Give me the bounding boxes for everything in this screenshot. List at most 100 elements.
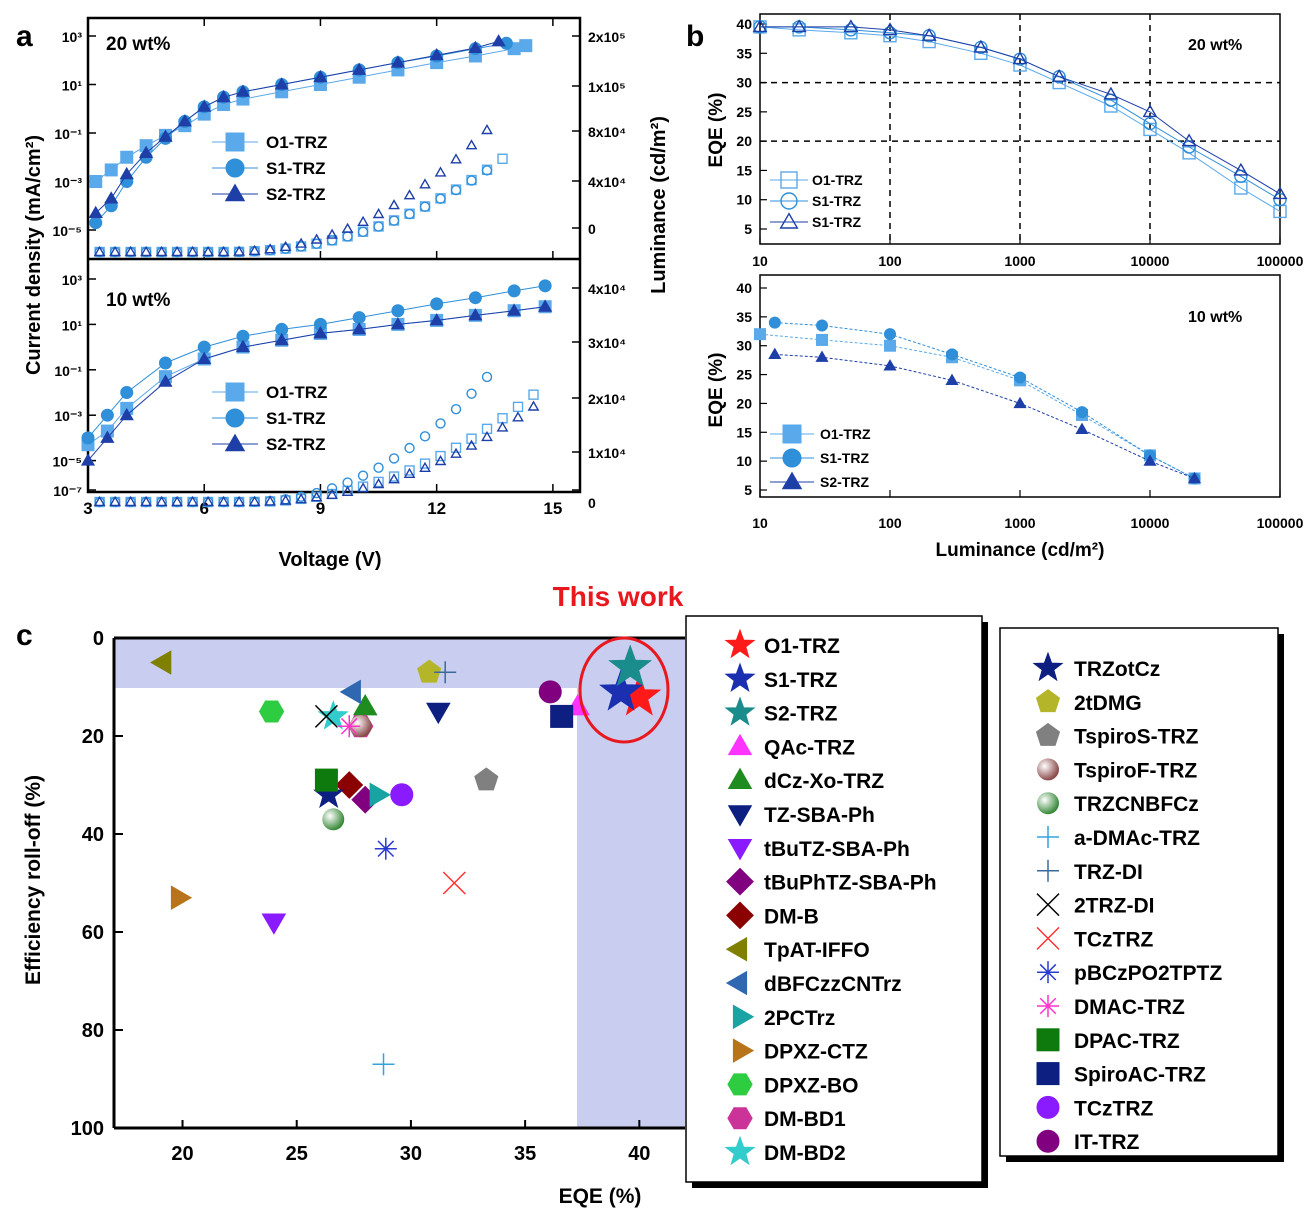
- b-bottom-x-tick-label: 1000: [1004, 515, 1035, 531]
- a-bottom-current-point: [313, 326, 328, 339]
- b-bottom-legend-marker-shape: [782, 424, 802, 444]
- b-bottom-y-tick-label: 20: [736, 395, 752, 411]
- c-point-tpat-iffo-shape: [149, 650, 172, 675]
- a-top-luminance-point-shape: [202, 245, 215, 257]
- a-top-current-point: [88, 205, 103, 218]
- c-legend-left-label: tBuTZ-SBA-Ph: [764, 838, 910, 861]
- c-legend-right-marker: [1036, 1095, 1060, 1119]
- c-legend-left-marker-shape: [732, 1038, 755, 1063]
- panel-b-bottom-label: 10 wt%: [1188, 309, 1242, 326]
- a-bottom-current-point-shape: [507, 303, 522, 316]
- a-bottom-current-point: [538, 279, 552, 293]
- a-bottom-current-point-shape: [158, 356, 172, 370]
- c-legend-right-label: DMAC-TRZ: [1074, 996, 1185, 1019]
- c-y-tick-label: 100: [71, 1118, 104, 1140]
- b-bottom-series-point: [754, 328, 766, 341]
- c-point-dpac-trz: [314, 768, 338, 792]
- c-point-dbfczzcntrz-shape: [339, 679, 361, 705]
- a-top-luminance-point-shape: [217, 245, 230, 257]
- b-bottom-series-point-shape: [816, 333, 829, 346]
- a-bottom-luminance-point-shape: [171, 495, 184, 507]
- a-top-luminance-point: [326, 235, 338, 246]
- c-point-spiroac-trz: [550, 704, 574, 728]
- a-bottom-luminance-point: [124, 495, 137, 507]
- a-bottom-y-tick-label: 10⁻¹: [54, 363, 82, 379]
- a-bottom-current-point-shape: [538, 279, 552, 293]
- panel-a-bottom-label: 10 wt%: [106, 290, 171, 311]
- a-top-luminance-point: [326, 228, 338, 239]
- b-bottom-series-line: [774, 322, 1195, 479]
- c-legend-left-marker-shape: [727, 1073, 753, 1096]
- a-bottom-current-point-shape: [538, 299, 553, 312]
- a-bottom-luminance-point-shape: [311, 487, 322, 499]
- c-legend-left-marker-shape: [727, 1107, 753, 1130]
- a-bottom-luminance-point-shape: [419, 458, 431, 469]
- a-bottom-current-point-shape: [119, 407, 134, 421]
- c-legend-left-marker-shape: [727, 839, 753, 861]
- a-bottom-luminance-point-shape: [481, 430, 493, 442]
- c-legend-left-marker-shape: [732, 1004, 755, 1030]
- b-top-x-tick-label: 100000: [1257, 253, 1304, 269]
- a-top-luminance-point: [264, 243, 277, 254]
- c-legend-right-label: IT-TRZ: [1074, 1131, 1139, 1154]
- b-top-y-tick-label: 30: [736, 75, 752, 91]
- a-bottom-luminance-point: [295, 493, 307, 504]
- a-bottom-luminance-point-shape: [373, 462, 384, 473]
- a-top-luminance-point-shape: [233, 245, 246, 256]
- a-bottom-luminance-point: [217, 495, 230, 507]
- a-bottom-luminance-point-shape: [217, 495, 230, 507]
- a-bottom-legend-label: O1-TRZ: [266, 383, 327, 402]
- a-top-luminance-point-shape: [434, 166, 447, 177]
- b-bottom-series-point-shape: [1076, 406, 1089, 419]
- a-top-current-point-shape: [313, 69, 328, 83]
- c-point-s2-trz: [608, 644, 653, 687]
- b-bottom-y-tick-label: 10: [736, 453, 752, 469]
- c-point-tz-sba-ph: [426, 702, 451, 725]
- c-legend-right-marker-shape: [1036, 1129, 1060, 1153]
- a-top-luminance-point-shape: [388, 199, 400, 210]
- c-legend-right-marker-arm: [1039, 997, 1057, 1015]
- c-point-dm-bd2: [317, 700, 349, 730]
- b-top-legend-label: S1-TRZ: [812, 193, 861, 209]
- a-bottom-luminance-point: [248, 495, 261, 506]
- b-bottom-series-point: [1187, 471, 1202, 484]
- a-top-current-point-shape: [468, 40, 483, 53]
- a-top-luminance-point: [481, 124, 493, 135]
- b-top-series-point: [752, 19, 768, 33]
- b-top-legend-marker-shape: [780, 192, 798, 210]
- c-point-tpat-iffo: [149, 650, 172, 675]
- a-bottom-luminance-point-shape: [373, 476, 384, 488]
- c-legend-left-label: dBFCzzCNTrz: [764, 973, 902, 996]
- b-bottom-series-point-shape: [768, 316, 781, 329]
- a-top-legend-marker: [224, 183, 246, 202]
- a-top-current-point: [197, 99, 212, 112]
- panel-c-shade-right: [577, 638, 685, 1128]
- a-top-current-point-shape: [216, 89, 231, 103]
- c-point-tcztrz: [442, 871, 466, 895]
- b-top-series-point-shape: [752, 19, 768, 33]
- c-legend-left-marker: [724, 662, 756, 693]
- a-top-luminance-point-shape: [279, 240, 292, 252]
- a-x-tick-label: 12: [427, 499, 446, 518]
- c-x-tick-label: 25: [286, 1143, 308, 1165]
- b-bottom-series-point-shape: [754, 328, 766, 341]
- b-top-legend-marker-shape: [779, 212, 799, 229]
- c-legend-right-marker: [1036, 1129, 1060, 1153]
- c-legend-right-marker: [1037, 961, 1059, 984]
- c-point-tbutz-sba-ph-shape: [261, 913, 287, 935]
- b-bottom-legend-label: O1-TRZ: [820, 426, 871, 442]
- b-top-legend-label: O1-TRZ: [812, 172, 863, 188]
- a-top-luminance-point-shape: [140, 245, 153, 257]
- c-legend-left-marker: [727, 1107, 753, 1130]
- a-bottom-legend-marker-shape: [225, 382, 245, 402]
- c-legend-right-label: SpiroAC-TRZ: [1074, 1064, 1206, 1087]
- a-bottom-luminance-point-shape: [357, 482, 369, 493]
- a-top-luminance-point: [419, 178, 431, 189]
- b-top-legend-marker-shape: [780, 171, 798, 189]
- c-point-2tdmg: [417, 659, 442, 683]
- c-legend-right-marker: [1035, 722, 1061, 746]
- c-point-pbczpo2tptz: [374, 837, 397, 860]
- b-bottom-series-point: [815, 350, 829, 362]
- a-top-legend-marker: [225, 132, 245, 152]
- c-point-dpac-trz-shape: [314, 768, 338, 792]
